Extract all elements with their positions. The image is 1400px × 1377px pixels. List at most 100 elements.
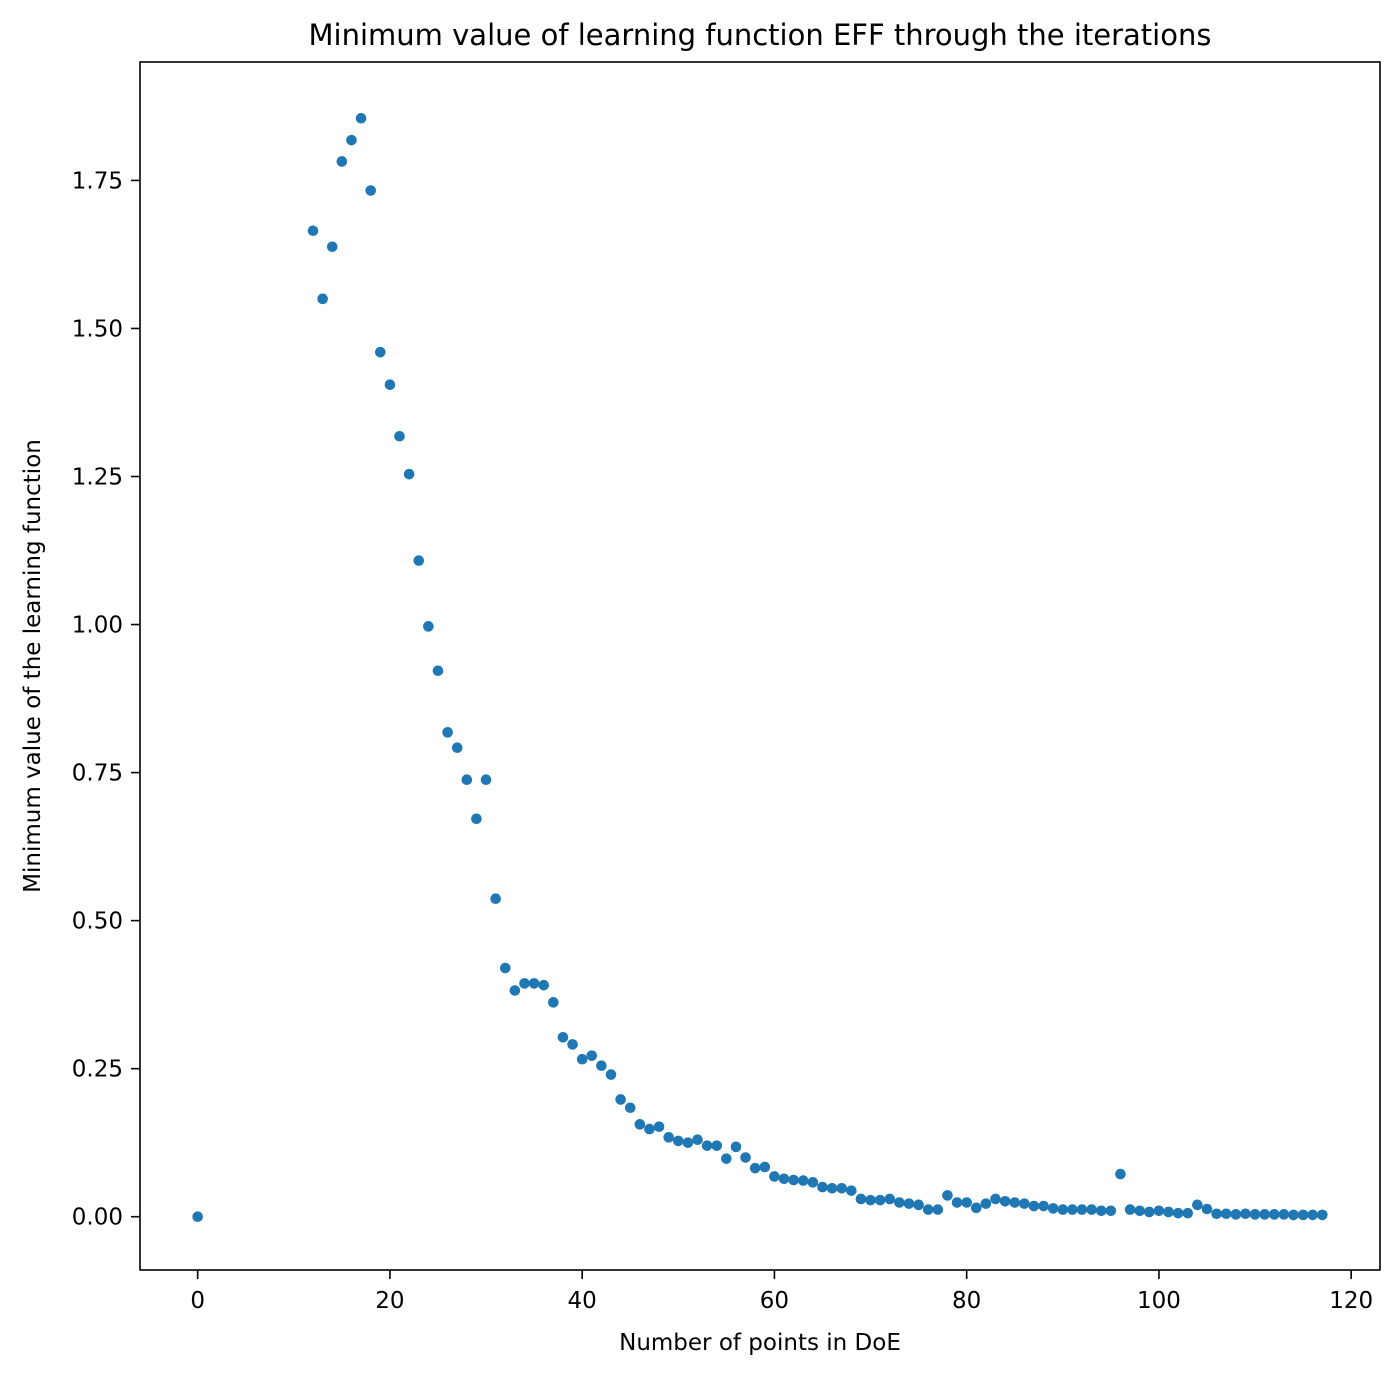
data-point	[1019, 1198, 1030, 1209]
data-point	[615, 1094, 626, 1105]
data-point	[605, 1069, 617, 1080]
data-point	[490, 893, 501, 905]
plot-area-frame	[139, 61, 1381, 1271]
data-point	[874, 1194, 886, 1206]
data-point	[576, 1053, 588, 1065]
data-point	[1278, 1209, 1290, 1220]
data-point	[1172, 1207, 1184, 1219]
data-point	[711, 1140, 723, 1151]
data-point	[769, 1171, 780, 1182]
data-point	[1153, 1205, 1165, 1217]
data-point	[1028, 1200, 1040, 1212]
x-tick-label: 120	[1329, 1288, 1373, 1314]
data-point	[865, 1194, 876, 1206]
y-tick-label: 1.00	[72, 613, 123, 639]
data-point	[586, 1050, 598, 1061]
x-tick-label: 20	[375, 1288, 404, 1314]
data-point	[1211, 1208, 1222, 1220]
data-point	[1057, 1204, 1069, 1215]
y-tick-label: 0.75	[72, 761, 123, 787]
data-point	[692, 1134, 703, 1146]
data-point	[634, 1119, 646, 1130]
data-point	[567, 1039, 578, 1050]
data-point	[413, 555, 425, 566]
data-point	[1105, 1205, 1117, 1217]
data-point	[1144, 1206, 1155, 1218]
data-point	[653, 1121, 665, 1132]
data-point	[451, 742, 463, 754]
data-point	[836, 1182, 848, 1194]
x-tick-label: 0	[190, 1288, 205, 1314]
data-point	[365, 185, 377, 196]
data-point	[778, 1173, 790, 1185]
data-point	[903, 1198, 915, 1209]
data-point	[1268, 1209, 1280, 1220]
y-tick-label: 1.75	[72, 168, 123, 194]
data-point	[672, 1135, 684, 1147]
data-point	[461, 774, 473, 785]
data-point	[749, 1162, 761, 1174]
data-point	[403, 468, 415, 480]
data-point	[807, 1177, 819, 1188]
data-point	[557, 1031, 569, 1043]
data-point	[1047, 1203, 1059, 1214]
data-point	[1192, 1199, 1203, 1211]
data-point	[922, 1204, 934, 1215]
data-point	[538, 979, 550, 991]
data-point	[596, 1060, 607, 1072]
data-point	[894, 1197, 905, 1208]
data-point	[970, 1202, 982, 1214]
data-point	[1307, 1209, 1319, 1221]
data-point	[701, 1140, 713, 1151]
data-point	[682, 1137, 694, 1148]
data-point	[932, 1204, 944, 1215]
y-tick-label: 0.00	[72, 1205, 123, 1231]
x-tick-label: 40	[568, 1288, 597, 1314]
data-point	[1115, 1168, 1126, 1180]
data-point	[1124, 1204, 1136, 1215]
data-point	[519, 978, 530, 989]
data-point	[624, 1102, 636, 1114]
data-point	[423, 621, 434, 632]
data-point	[1240, 1208, 1251, 1220]
data-point	[846, 1185, 857, 1196]
data-point	[1220, 1208, 1232, 1220]
data-point	[375, 346, 386, 358]
data-point	[192, 1211, 203, 1223]
data-point	[1182, 1207, 1194, 1219]
data-point	[1230, 1209, 1242, 1220]
chart-title: Minimum value of learning function EFF t…	[309, 18, 1212, 52]
data-point	[1259, 1209, 1270, 1220]
data-point	[721, 1153, 732, 1164]
y-axis: 0.00 0.25 0.50 0.75 1.00 1.25 1.50 1.75	[72, 168, 140, 1231]
data-point	[317, 293, 328, 305]
y-tick-label: 1.50	[72, 316, 123, 342]
data-point	[1095, 1205, 1107, 1217]
x-tick-label: 100	[1137, 1288, 1181, 1314]
data-point	[307, 225, 319, 237]
data-point	[1297, 1209, 1309, 1221]
data-point	[951, 1197, 963, 1208]
y-tick-label: 1.25	[72, 465, 123, 491]
data-point	[1201, 1203, 1213, 1215]
data-point	[528, 978, 540, 989]
data-point	[980, 1198, 992, 1209]
data-point	[394, 430, 405, 442]
data-point	[1038, 1200, 1049, 1212]
data-point	[480, 774, 492, 785]
data-point	[326, 241, 338, 253]
y-tick-label: 0.50	[72, 909, 123, 935]
data-point	[1076, 1204, 1088, 1215]
data-point	[961, 1197, 972, 1208]
data-point	[817, 1181, 828, 1193]
data-point	[1067, 1204, 1078, 1215]
data-point	[942, 1190, 953, 1201]
data-points	[192, 112, 1328, 1223]
data-point	[1163, 1206, 1174, 1218]
data-point	[355, 112, 367, 124]
data-point	[913, 1199, 924, 1211]
y-tick-label: 0.25	[72, 1057, 123, 1083]
data-point	[644, 1123, 655, 1135]
